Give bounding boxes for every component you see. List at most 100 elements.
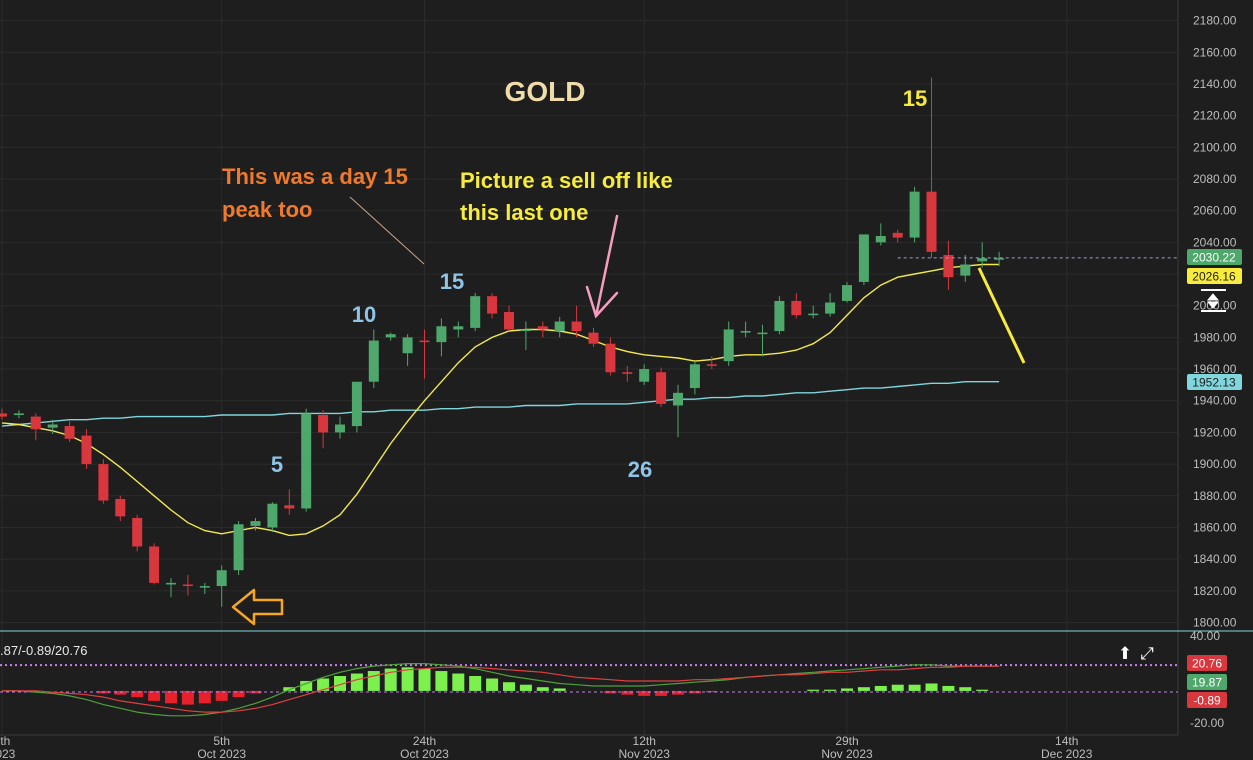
histogram-bar: [350, 673, 363, 691]
histogram-bar: [942, 685, 955, 691]
indicator-header: .87/-0.89/20.76: [0, 643, 87, 658]
candle-body: [284, 505, 295, 509]
candle-body: [149, 546, 160, 583]
candle: [994, 251, 1005, 267]
candle-body: [892, 232, 903, 238]
count-label-10: 10: [352, 302, 376, 327]
candle-body: [943, 255, 954, 278]
count-label-15-nov: 15: [903, 86, 927, 111]
candle: [470, 293, 481, 332]
histogram-bar: [334, 676, 346, 691]
candle: [284, 489, 295, 515]
price-tick-label: 1920.00: [1193, 425, 1237, 439]
candle: [13, 410, 24, 419]
indicator-signal-badge: 19.87: [1187, 674, 1227, 690]
candle-body: [689, 364, 700, 389]
histogram-bar: [181, 690, 194, 705]
candle: [402, 334, 413, 366]
candle-body: [926, 191, 937, 252]
expand-pane-button[interactable]: ⤢: [1140, 644, 1154, 663]
candle: [960, 255, 971, 282]
svg-text:2030.22: 2030.22: [1192, 251, 1236, 265]
histogram-bar: [215, 690, 228, 701]
selloff-note-line1: Picture a sell off like: [460, 168, 673, 193]
candle-body: [30, 416, 41, 430]
time-tick-month: Oct 2023: [197, 747, 246, 760]
histogram-bar: [486, 678, 499, 691]
scale-drag-handle[interactable]: [1201, 289, 1226, 312]
candle-body: [673, 392, 683, 406]
candle: [199, 582, 210, 594]
current-price-badge: 2030.22: [1187, 249, 1242, 265]
candle: [875, 223, 886, 246]
candle: [622, 365, 633, 382]
candle: [132, 514, 143, 552]
histogram-bar: [959, 687, 972, 691]
histogram-bar: [435, 671, 448, 691]
chart-title: GOLD: [505, 76, 586, 107]
collapse-up-button[interactable]: ⬆: [1118, 644, 1132, 663]
candle: [825, 293, 836, 317]
histogram-bar: [604, 690, 617, 694]
candle-body: [13, 413, 24, 415]
candle: [453, 321, 464, 338]
price-tick-label: 2120.00: [1193, 109, 1237, 123]
histogram-bar: [705, 690, 718, 693]
candle: [335, 416, 345, 439]
candle: [368, 329, 379, 389]
candle: [858, 234, 869, 286]
moving-averages: [1, 263, 1000, 537]
candle-body: [166, 582, 176, 585]
signal-line: [2, 665, 1000, 713]
candle-body: [419, 340, 430, 343]
candle-body: [250, 521, 261, 526]
candle-body: [960, 264, 971, 276]
histogram-bar: [367, 671, 380, 691]
candle: [554, 316, 565, 338]
count-label-15-oct: 15: [440, 269, 464, 294]
candle: [977, 242, 988, 268]
left-arrow-icon: [231, 588, 284, 626]
candle: [30, 413, 41, 441]
svg-text:1952.13: 1952.13: [1192, 376, 1236, 390]
histogram-bar: [638, 690, 651, 696]
macd-line: [2, 663, 1000, 717]
candle-body: [318, 414, 329, 433]
pink-arrow-icon: [585, 214, 619, 319]
candle: [98, 459, 109, 504]
candle-body: [825, 302, 836, 314]
ma-short-badge: 2026.16: [1187, 268, 1242, 284]
histogram-bar: [553, 688, 566, 691]
candle: [216, 565, 227, 607]
price-tick-label: 1840.00: [1193, 552, 1237, 566]
candle: [842, 281, 852, 303]
candle-body: [0, 413, 7, 417]
histogram-bar: [418, 668, 431, 691]
indicator-upper-badge: 20.76: [1187, 655, 1227, 671]
candle-body: [385, 334, 396, 338]
price-tick-label: 1980.00: [1193, 330, 1237, 344]
candle: [689, 361, 700, 395]
candle: [250, 517, 261, 531]
candle-body: [199, 586, 210, 588]
candle-body: [622, 372, 633, 374]
histogram-bar: [503, 682, 515, 691]
histogram-bar: [976, 689, 989, 691]
count-label-26: 26: [628, 457, 652, 482]
candle-body: [723, 329, 734, 362]
candle-body: [520, 329, 531, 332]
candle: [385, 332, 396, 341]
candle-body: [132, 517, 143, 547]
histogram-bar: [469, 676, 482, 691]
day15-note-line2: peak too: [222, 197, 312, 222]
time-tick-day: 14th: [1055, 734, 1078, 748]
time-tick-day: 8th: [0, 734, 10, 748]
candle-body: [639, 369, 650, 382]
candle-body: [571, 321, 582, 332]
candle: [723, 321, 734, 366]
candle-body: [808, 313, 819, 316]
price-tick-label: 2080.00: [1193, 172, 1237, 186]
candle: [436, 318, 447, 357]
histogram-bar: [908, 684, 921, 691]
